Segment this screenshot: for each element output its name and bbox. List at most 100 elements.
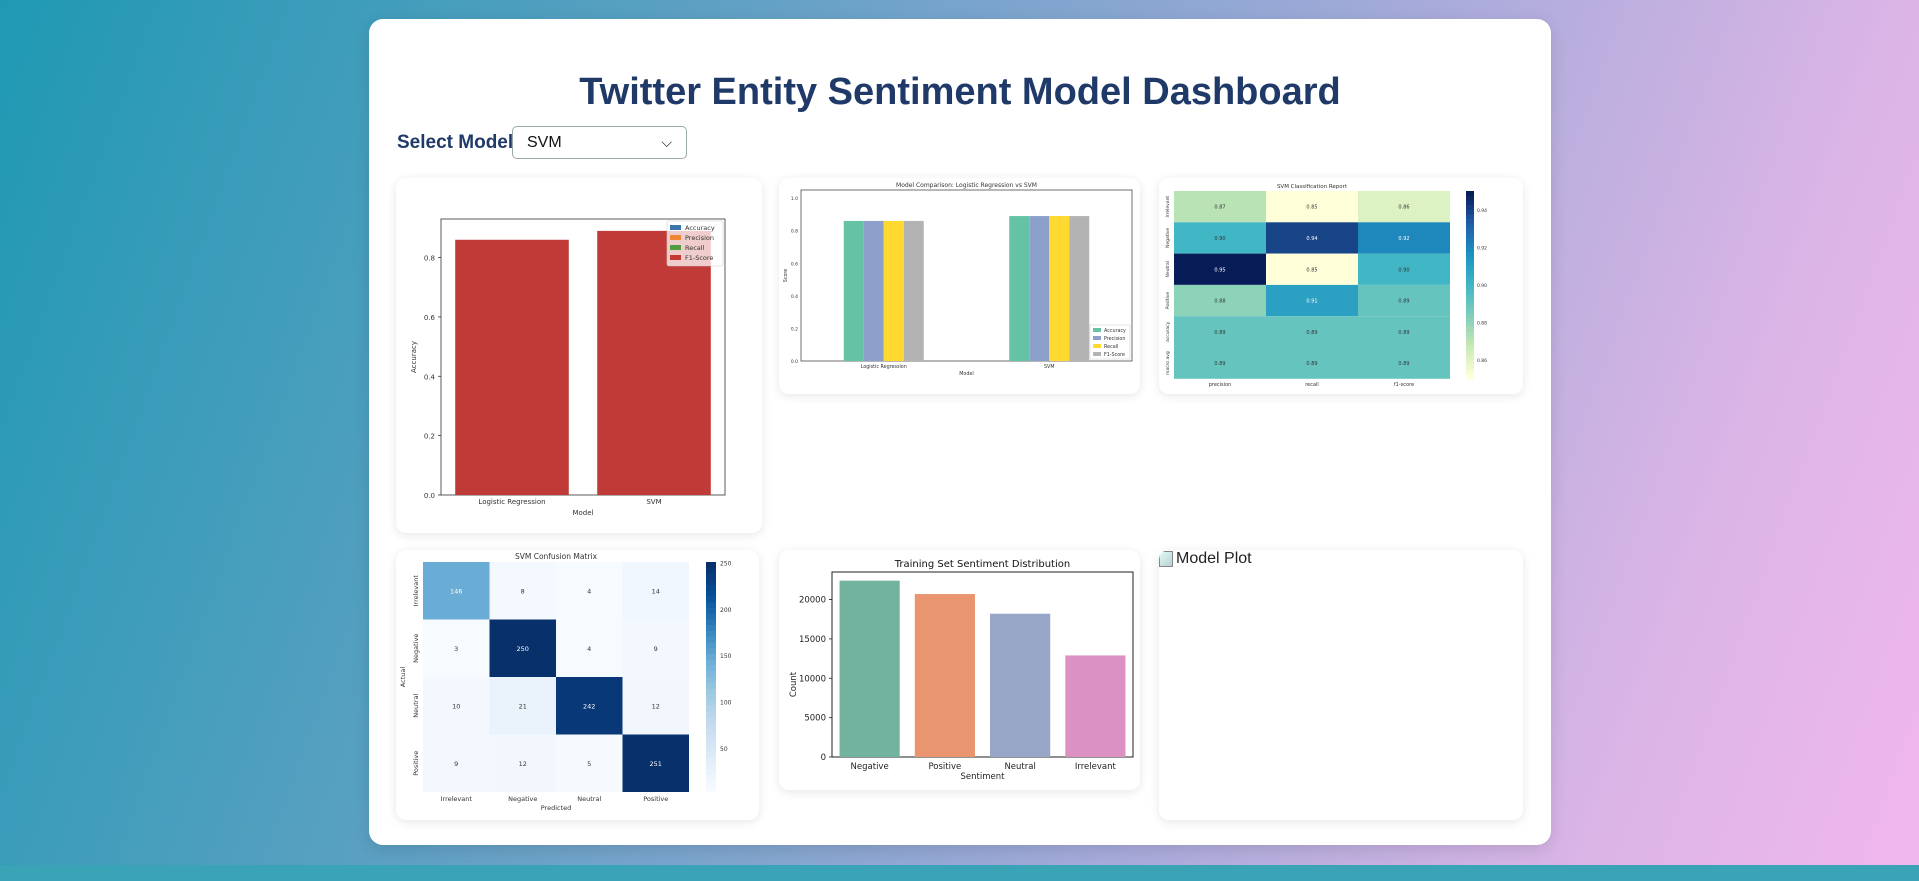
page-title: Twitter Entity Sentiment Model Dashboard [579,71,1341,113]
legend-swatch [670,255,681,260]
colorbar-segment [706,677,716,684]
y-axis-label: Score [783,269,789,282]
column-label: precision [1209,382,1232,388]
colorbar-segment [706,688,716,695]
heatmap-cell-label: 0.89 [1214,330,1225,336]
colorbar-segment [706,654,716,661]
bar [883,220,904,361]
colorbar-segment [706,786,716,793]
colorbar-segment [1466,200,1474,206]
colorbar-tick-label: 150 [720,653,732,660]
row-label: Negative [1165,228,1171,248]
legend-swatch [1093,352,1101,356]
heatmap-cell [622,562,689,620]
colorbar-segment [1466,308,1474,314]
colorbar-tick-label: 200 [720,607,732,614]
sentiment-distribution-chart: Training Set Sentiment Distribution 0 5000… [789,559,1134,782]
y-tick-label: 10000 [799,674,826,684]
plot-frame [800,189,1133,362]
colorbar-segment [1466,261,1474,267]
x-axis-label: Model [572,509,593,517]
y-axis-label: Actual [399,667,407,688]
card-confusion-matrix: SVM Confusion Matrix 146 8 4 14 Irrelevant Irr… [396,550,759,820]
bar [1009,216,1030,361]
y-axis-label: Count [789,671,799,697]
heatmap-cell [423,619,490,677]
heatmap-cell [556,562,623,620]
bar [903,220,924,361]
colorbar-segment [706,665,716,672]
heatmap-cell [489,677,556,735]
model-comparison-chart: Model Comparison: Logistic Regression vs… [783,182,1133,377]
colorbar-tick-label: 0.94 [1477,208,1487,214]
colorbar-segment [706,573,716,580]
heatmap-cell-label: 0.87 [1214,205,1225,211]
column-label: Negative [508,795,537,803]
x-tick-label: Irrelevant [1075,762,1117,772]
bar [914,594,975,757]
colorbar-segment [1466,205,1474,211]
card-accuracy-chart: 0.0 0.2 0.4 0.6 0.8 Logistic Regression SVM Mod… [396,178,762,533]
y-tick-label: 0.0 [424,492,435,500]
heatmap-cell [1358,191,1450,223]
heatmap-cell [1358,347,1450,379]
heatmap-cell [1358,222,1450,254]
heatmap-cell-label: 10 [452,702,460,710]
colorbar-segment [706,590,716,597]
classification-report-chart: SVM Classification Report 0.87 0.85 0.86 Irr… [1165,184,1487,388]
heatmap-cell [622,619,689,677]
heatmap-cell-label: 0.89 [1398,361,1409,367]
model-select[interactable]: SVM ⌵ [512,126,687,159]
card-model-comparison: Model Comparison: Logistic Regression vs… [779,178,1140,394]
colorbar-segment [706,711,716,718]
colorbar-segment [706,740,716,747]
x-tick-label: Logistic Regression [861,364,907,370]
heatmap-cell-label: 0.92 [1398,236,1409,242]
heatmap-cell-label: 0.88 [1214,299,1225,305]
colorbar-segment [706,694,716,701]
legend-label: F1-Score [685,254,713,262]
y-tick-label: 0.0 [791,359,798,365]
heatmap-cell-label: 251 [650,760,662,768]
colorbar-segment [706,579,716,586]
colorbar-segment [706,562,716,569]
bar [990,613,1051,757]
chart-title: SVM Confusion Matrix [515,552,598,561]
y-tick-label: 0.4 [791,294,798,300]
colorbar-segment [706,602,716,609]
colorbar-tick-label: 100 [720,700,732,707]
heatmap-cell-label: 0.89 [1214,361,1225,367]
y-tick-label: 0.8 [424,255,435,263]
colorbar-segment [1466,322,1474,328]
row-label: Negative [412,634,420,663]
colorbar-segment [706,585,716,592]
heatmap-cell-label: 0.89 [1398,299,1409,305]
colorbar-segment [1466,360,1474,366]
colorbar-segment [1466,228,1474,234]
colorbar-segment [1466,350,1474,356]
colorbar-segment [706,567,716,574]
colorbar-segment [1466,374,1474,380]
select-model-label: Select Model: [397,132,520,153]
colorbar-tick-label: 0.86 [1477,358,1487,364]
colorbar-segment [706,631,716,638]
column-label: recall [1305,382,1319,388]
heatmap-cell [556,677,623,735]
heatmap-cell-label: 0.91 [1306,299,1317,305]
colorbar-segment [1466,369,1474,375]
heatmap-cell [622,734,689,792]
card-classification-report: SVM Classification Report 0.87 0.85 0.86 Irr… [1159,178,1523,394]
bar [455,239,569,495]
colorbar-segment [706,723,716,730]
colorbar-segment [706,717,716,724]
heatmap-cell [1266,222,1358,254]
heatmap-cell [1174,316,1266,348]
heatmap-cell [1174,191,1266,223]
bar [843,220,864,361]
heatmap-cell [556,619,623,677]
heatmap-cell [1266,253,1358,285]
x-tick-label: Negative [851,762,889,772]
legend-swatch [670,235,681,240]
legend-label: Recall [685,244,705,252]
colorbar-segment [1466,317,1474,323]
